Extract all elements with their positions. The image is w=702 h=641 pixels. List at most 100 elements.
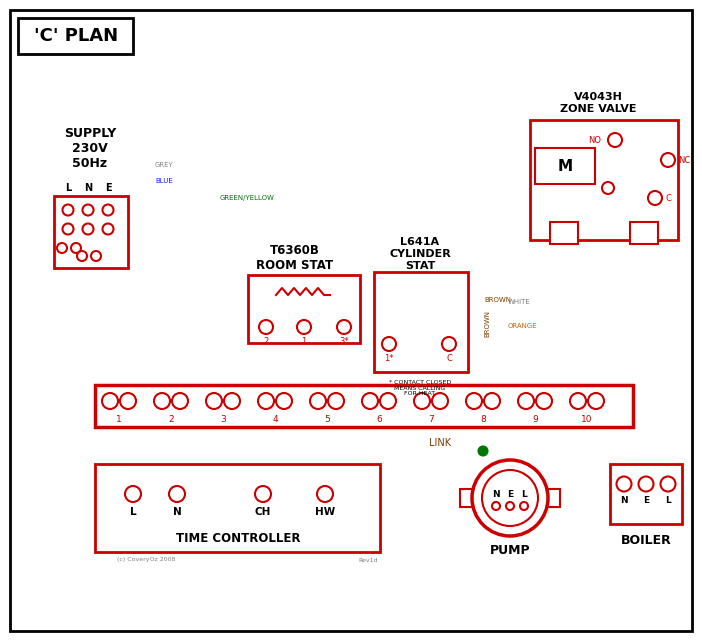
Bar <box>95 464 380 552</box>
Text: TIME CONTROLLER: TIME CONTROLLER <box>176 531 300 544</box>
Circle shape <box>154 393 170 409</box>
Text: V4043H
ZONE VALVE: V4043H ZONE VALVE <box>559 92 636 114</box>
Bar <box>630 222 658 244</box>
Text: (c) CoveryOz 2008: (c) CoveryOz 2008 <box>117 558 176 563</box>
Text: L: L <box>521 490 527 499</box>
Circle shape <box>442 337 456 351</box>
Text: 4: 4 <box>272 415 278 424</box>
Circle shape <box>258 393 274 409</box>
Bar <box>248 275 360 343</box>
Text: 7: 7 <box>428 415 434 424</box>
Text: NO: NO <box>588 135 601 144</box>
Text: BOILER: BOILER <box>621 533 671 547</box>
Text: N: N <box>84 183 92 193</box>
Circle shape <box>432 393 448 409</box>
Circle shape <box>536 393 552 409</box>
Bar <box>610 464 682 524</box>
Circle shape <box>602 182 614 194</box>
Circle shape <box>608 133 622 147</box>
Circle shape <box>588 393 604 409</box>
Circle shape <box>172 393 188 409</box>
Text: L641A
CYLINDER
STAT: L641A CYLINDER STAT <box>389 237 451 271</box>
Circle shape <box>62 204 74 215</box>
Text: 1: 1 <box>116 415 122 424</box>
Text: C: C <box>446 353 452 363</box>
Circle shape <box>102 224 114 235</box>
Circle shape <box>639 476 654 492</box>
Text: Rev1d: Rev1d <box>358 558 378 563</box>
Circle shape <box>479 447 487 456</box>
Circle shape <box>482 470 538 526</box>
Text: N: N <box>492 490 500 499</box>
Bar <box>548 489 560 507</box>
Bar <box>54 196 128 268</box>
Text: N: N <box>620 495 628 504</box>
Circle shape <box>91 251 101 261</box>
Circle shape <box>317 486 333 502</box>
Text: GREEN/YELLOW: GREEN/YELLOW <box>220 195 275 201</box>
Text: BROWN: BROWN <box>484 310 490 337</box>
Text: GREY: GREY <box>155 162 174 168</box>
Text: ORANGE: ORANGE <box>508 323 538 329</box>
Text: M: M <box>557 158 573 174</box>
Text: WHITE: WHITE <box>508 299 531 305</box>
Circle shape <box>466 393 482 409</box>
Circle shape <box>616 476 632 492</box>
Circle shape <box>648 191 662 205</box>
Circle shape <box>380 393 396 409</box>
Circle shape <box>362 393 378 409</box>
Text: 1: 1 <box>301 337 307 345</box>
Bar <box>95 385 633 427</box>
Text: 9: 9 <box>532 415 538 424</box>
Text: BLUE: BLUE <box>155 178 173 184</box>
Text: BROWN: BROWN <box>484 297 511 303</box>
Circle shape <box>518 393 534 409</box>
Circle shape <box>125 486 141 502</box>
Circle shape <box>169 486 185 502</box>
Text: L: L <box>65 183 71 193</box>
Text: 3*: 3* <box>339 337 349 345</box>
Text: 'C' PLAN: 'C' PLAN <box>34 27 118 45</box>
Circle shape <box>520 502 528 510</box>
Text: PUMP: PUMP <box>490 544 530 556</box>
Circle shape <box>102 393 118 409</box>
Circle shape <box>255 486 271 502</box>
Text: E: E <box>643 495 649 504</box>
Circle shape <box>297 320 311 334</box>
Circle shape <box>414 393 430 409</box>
Text: 3: 3 <box>220 415 226 424</box>
Bar <box>530 120 678 240</box>
Text: 5: 5 <box>324 415 330 424</box>
Text: LINK: LINK <box>429 438 451 448</box>
Text: E: E <box>105 183 112 193</box>
Text: HW: HW <box>315 507 335 517</box>
Circle shape <box>62 224 74 235</box>
Circle shape <box>83 204 93 215</box>
Text: NC: NC <box>678 156 690 165</box>
Text: E: E <box>507 490 513 499</box>
Circle shape <box>382 337 396 351</box>
Text: 1*: 1* <box>384 353 394 363</box>
Circle shape <box>570 393 586 409</box>
Circle shape <box>57 243 67 253</box>
Text: * CONTACT CLOSED
MEANS CALLING
FOR HEAT: * CONTACT CLOSED MEANS CALLING FOR HEAT <box>389 379 451 396</box>
Circle shape <box>77 251 87 261</box>
Text: 2: 2 <box>263 337 269 345</box>
Text: T6360B
ROOM STAT: T6360B ROOM STAT <box>256 244 333 272</box>
Text: CH: CH <box>255 507 271 517</box>
Bar <box>374 272 468 372</box>
Text: N: N <box>173 507 181 517</box>
Text: 2: 2 <box>168 415 174 424</box>
Bar <box>535 148 595 184</box>
Circle shape <box>71 243 81 253</box>
Circle shape <box>506 502 514 510</box>
Circle shape <box>83 224 93 235</box>
Circle shape <box>484 393 500 409</box>
Text: C: C <box>665 194 671 203</box>
Text: L: L <box>130 507 136 517</box>
Circle shape <box>661 153 675 167</box>
Circle shape <box>337 320 351 334</box>
Circle shape <box>328 393 344 409</box>
Text: 10: 10 <box>581 415 592 424</box>
Bar <box>18 18 133 54</box>
